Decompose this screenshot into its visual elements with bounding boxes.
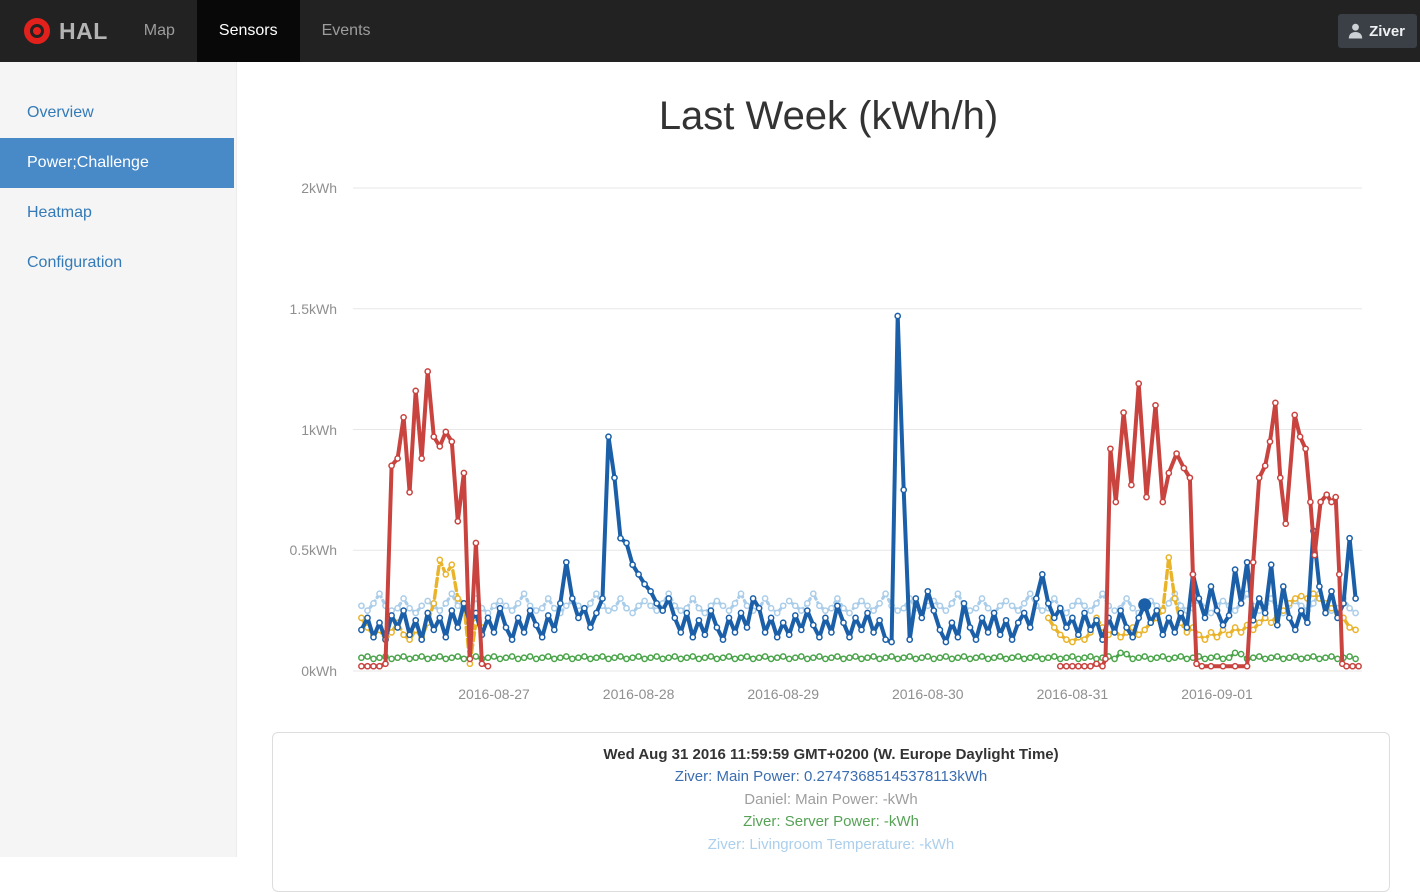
series-main-power <box>358 312 1359 646</box>
tooltip-rows: Ziver: Main Power: 0.27473685145378113kW… <box>273 766 1389 856</box>
tooltip-row: Ziver: Server Power: -kWh <box>743 813 919 830</box>
tooltip-timestamp: Wed Aug 31 2016 11:59:59 GMT+0200 (W. Eu… <box>603 746 1059 763</box>
y-tick-label: 0kWh <box>301 663 337 679</box>
user-name: Ziver <box>1369 22 1405 40</box>
y-tick-label: 2kWh <box>301 180 337 196</box>
tooltip-panel: Wed Aug 31 2016 11:59:59 GMT+0200 (W. Eu… <box>272 732 1390 892</box>
x-tick-label: 2016-08-30 <box>891 686 964 702</box>
x-tick-label: 2016-08-31 <box>1036 686 1109 702</box>
brand-label: HAL <box>59 17 108 44</box>
hal-logo-icon <box>24 18 50 44</box>
x-tick-label: 2016-08-29 <box>747 686 819 702</box>
nav-item-events[interactable]: Events <box>321 22 371 39</box>
user-menu-button[interactable]: Ziver <box>1338 14 1417 48</box>
x-tick-label: 2016-08-27 <box>458 686 530 702</box>
navbar: HAL Map Sensors Events Ziver <box>0 0 1420 62</box>
x-tick-label: 2016-09-01 <box>1181 686 1253 702</box>
sidebar: Overview Power;Challenge Heatmap Configurat… <box>0 62 237 857</box>
hover-point-marker[interactable] <box>1138 598 1152 612</box>
sidebar-item-configuration[interactable]: Configuration <box>27 254 123 271</box>
sidebar-items: Overview Power;Challenge Heatmap Configurat… <box>0 88 236 288</box>
sidebar-item-overview[interactable]: Overview <box>27 104 94 121</box>
nav-item-sensors[interactable]: Sensors <box>196 0 300 62</box>
series-red-series <box>358 368 1362 670</box>
tooltip-row: Ziver: Main Power: 0.27473685145378113kW… <box>674 768 988 785</box>
page-title: Last Week (kWh/h) <box>658 94 999 138</box>
user-icon <box>1348 23 1363 39</box>
x-tick-label: 2016-08-28 <box>602 686 675 702</box>
sidebar-item-heatmap[interactable]: Heatmap <box>27 204 92 221</box>
series-server-power <box>358 649 1359 663</box>
chart-canvas[interactable] <box>0 0 1420 857</box>
tooltip-row: Ziver: Livingroom Temperature: -kWh <box>707 835 955 853</box>
y-tick-label: 1.5kWh <box>289 300 337 317</box>
nav-item-map[interactable]: Map <box>143 22 175 39</box>
navbar-items: Map Sensors Events <box>122 0 393 62</box>
tooltip-row: Daniel: Main Power: -kWh <box>744 790 918 808</box>
sidebar-item-power-challenge[interactable]: Power;Challenge <box>0 138 234 188</box>
y-tick-label: 0.5kWh <box>289 542 337 559</box>
y-tick-label: 1kWh <box>301 421 337 438</box>
brand[interactable]: HAL <box>0 0 122 62</box>
